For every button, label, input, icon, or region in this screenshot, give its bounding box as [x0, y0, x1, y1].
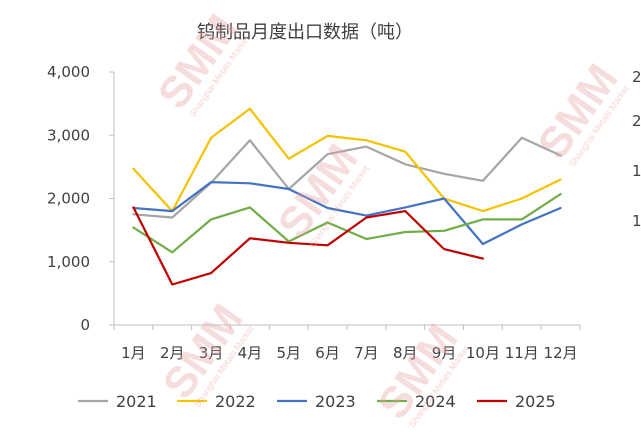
y-tick-label: 0 — [80, 316, 90, 334]
x-tick-label: 5月 — [276, 344, 301, 362]
series-layer — [132, 107, 562, 286]
right-axis-label: 2 — [632, 112, 641, 130]
x-tick-label: 2月 — [160, 344, 185, 362]
x-tick-label: 7月 — [354, 344, 379, 362]
y-tick-label: 2,000 — [47, 190, 90, 208]
right-axis-label: 1 — [632, 212, 641, 230]
series-line-2023 — [132, 181, 562, 246]
legend-label-2021: 2021 — [116, 392, 157, 411]
x-axis-ticks: 1月 2月 3月 4月 5月 6月 7月 8月 9月 10月 11月 12月 — [113, 325, 581, 362]
y-tick-label: 3,000 — [47, 126, 90, 144]
x-tick-label: 1月 — [121, 344, 146, 362]
legend-label-2023: 2023 — [315, 392, 356, 411]
right-axis-label: 2 — [632, 68, 641, 86]
legend-label-2025: 2025 — [515, 392, 556, 411]
x-tick-label: 4月 — [238, 344, 263, 362]
chart-title: 钨制品月度出口数据（吨） — [197, 22, 413, 43]
x-tick-label: 12月 — [544, 344, 578, 362]
x-tick-label: 6月 — [315, 344, 340, 362]
series-line-2022 — [132, 107, 562, 213]
x-tick-label: 11月 — [505, 344, 539, 362]
series-line-2025 — [132, 206, 484, 286]
x-tick-label: 10月 — [466, 344, 500, 362]
x-tick-label: 3月 — [199, 344, 224, 362]
series-line-2021 — [132, 136, 562, 219]
right-axis-partial: 2 2 1 1 — [632, 68, 641, 230]
x-tick-label: 8月 — [393, 344, 418, 362]
y-axis-ticks: 4,000 3,000 2,000 1,000 0 — [47, 63, 114, 334]
x-tick-label: 9月 — [432, 344, 457, 362]
y-tick-label: 1,000 — [47, 253, 90, 271]
legend: 2021 2022 2023 2024 2025 — [78, 392, 556, 411]
y-tick-label: 4,000 — [47, 63, 90, 81]
legend-label-2024: 2024 — [415, 392, 456, 411]
legend-label-2022: 2022 — [215, 392, 256, 411]
right-axis-label: 1 — [632, 162, 641, 180]
